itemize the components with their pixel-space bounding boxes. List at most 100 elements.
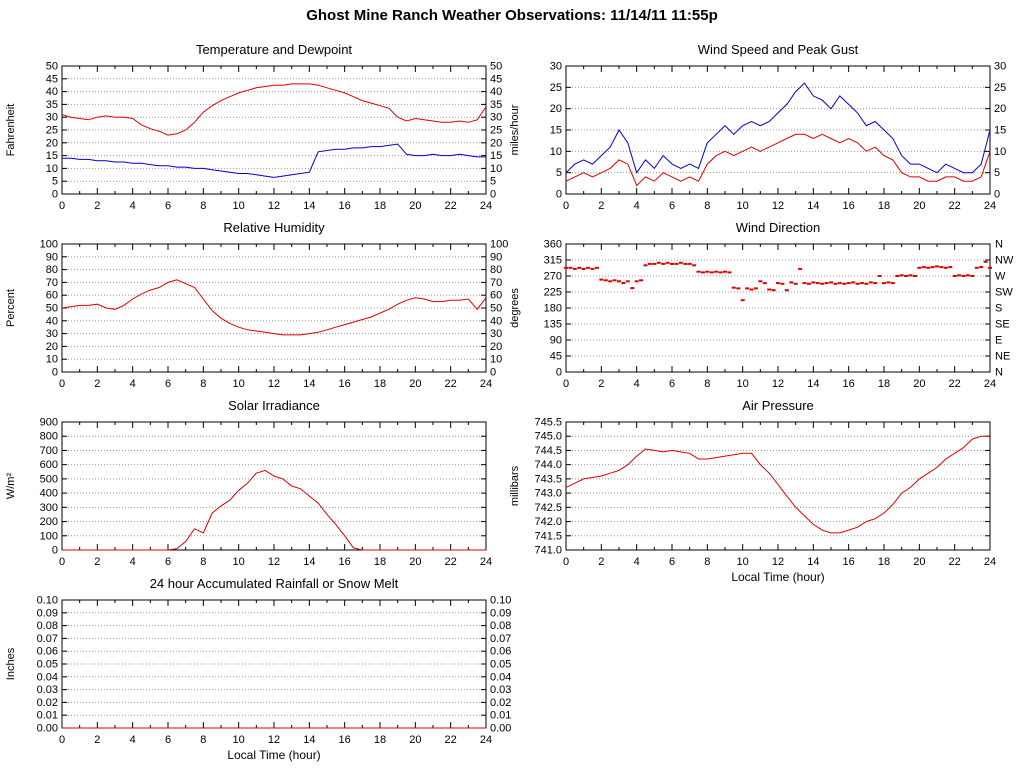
compass-label: S xyxy=(995,303,1002,315)
plot-border xyxy=(565,421,991,551)
y-tick-label: 745.0 xyxy=(534,431,562,443)
x-tick-label: 24 xyxy=(984,556,996,568)
x-tick-label: 0 xyxy=(563,378,569,390)
y-tick-label-right: 0.01 xyxy=(490,710,511,722)
y-tick-label-right: 50 xyxy=(490,303,502,315)
y-tick-label: 30 xyxy=(550,61,562,73)
y-tick-label: 741.0 xyxy=(534,545,562,557)
y-tick-label-right: 40 xyxy=(490,315,502,327)
x-tick-label: 4 xyxy=(130,734,136,746)
y-tick-label: 50 xyxy=(46,303,58,315)
chart-air-pressure: 741.0 741.5 742.0 742.5 743.0 743.5 744.0 744.5… xyxy=(509,398,996,584)
y-tick-label: 15 xyxy=(46,150,58,162)
x-tick-label: 12 xyxy=(772,378,784,390)
y-tick-label: 743.5 xyxy=(534,473,562,485)
y-tick-label-right: 0 xyxy=(490,367,496,379)
y-tick-label: 500 xyxy=(40,473,58,485)
x-tick-label: 20 xyxy=(409,200,421,212)
y-tick-label-right: 50 xyxy=(490,61,502,73)
x-tick-label: 12 xyxy=(268,200,280,212)
solar-irradiance-series xyxy=(62,469,486,551)
y-tick-label: 743.0 xyxy=(534,488,562,500)
y-tick-label: 315 xyxy=(544,255,562,267)
relative-humidity-series xyxy=(61,279,487,336)
y-tick-label: 80 xyxy=(46,264,58,276)
x-tick-label: 22 xyxy=(445,556,457,568)
y-tick-label: 50 xyxy=(46,61,58,73)
x-tick-label: 0 xyxy=(563,200,569,212)
y-tick-label: 30 xyxy=(46,112,58,124)
y-tick-label: 0 xyxy=(52,545,58,557)
x-tick-label: 18 xyxy=(878,200,890,212)
y-axis-label: miles/hour xyxy=(509,104,521,155)
y-tick-label: 90 xyxy=(550,335,562,347)
x-tick-label: 14 xyxy=(303,200,315,212)
chart-title: 24 hour Accumulated Rainfall or Snow Mel… xyxy=(150,576,399,591)
x-tick-label: 6 xyxy=(165,200,171,212)
chart-panel-wind-direction: 0 N 45 NE 90 E 135 SE 180 S 225 SW 270 W 315 NW 360 N 0 2 4 6… xyxy=(504,216,1024,416)
compass-label: SW xyxy=(995,287,1013,299)
x-tick-label: 16 xyxy=(843,200,855,212)
y-tick-label: 40 xyxy=(46,86,58,98)
x-tick-label: 18 xyxy=(878,556,890,568)
x-tick-label: 14 xyxy=(303,734,315,746)
y-tick-label-right: 5 xyxy=(994,167,1000,179)
temperature-series xyxy=(61,83,487,136)
y-tick-label: 0.02 xyxy=(37,697,58,709)
x-tick-label: 10 xyxy=(233,378,245,390)
x-tick-label: 6 xyxy=(165,556,171,568)
x-tick-label: 24 xyxy=(984,378,996,390)
y-tick-label: 0 xyxy=(556,189,562,201)
y-tick-label: 25 xyxy=(550,82,562,94)
y-tick-label: 0.01 xyxy=(37,710,58,722)
x-tick-label: 20 xyxy=(409,556,421,568)
y-tick-label: 600 xyxy=(40,459,58,471)
x-tick-label: 18 xyxy=(374,378,386,390)
y-tick-label-right: 5 xyxy=(490,176,496,188)
x-tick-label: 6 xyxy=(165,378,171,390)
y-axis-label: millibars xyxy=(509,465,521,506)
x-tick-label: 12 xyxy=(772,556,784,568)
x-tick-label: 16 xyxy=(339,556,351,568)
x-tick-label: 4 xyxy=(130,200,136,212)
peak-gust-series xyxy=(565,82,991,174)
y-tick-label: 10 xyxy=(550,146,562,158)
x-tick-label: 20 xyxy=(913,556,925,568)
y-tick-label: 10 xyxy=(46,163,58,175)
compass-label: SE xyxy=(995,319,1010,331)
y-tick-label: 90 xyxy=(46,251,58,263)
air-pressure-series xyxy=(565,435,990,534)
y-tick-label-right: 0.09 xyxy=(490,607,511,619)
x-axis-label: Local Time (hour) xyxy=(731,570,824,584)
y-tick-label: 25 xyxy=(46,125,58,137)
y-tick-label-right: 20 xyxy=(994,103,1006,115)
compass-label: E xyxy=(995,335,1002,347)
y-tick-label: 40 xyxy=(46,315,58,327)
x-tick-label: 2 xyxy=(598,378,604,390)
chart-panel-rainfall-snow-melt: 0.00 0.00 0.01 0.01 0.02 0.02 0.03 0.03 0.04 0.04… xyxy=(0,572,520,772)
y-tick-label: 300 xyxy=(40,502,58,514)
x-tick-label: 2 xyxy=(94,200,100,212)
y-tick-label-right: 15 xyxy=(994,125,1006,137)
x-tick-label: 12 xyxy=(268,556,280,568)
x-tick-label: 0 xyxy=(59,200,65,212)
dewpoint-series xyxy=(62,143,486,178)
x-tick-label: 20 xyxy=(913,378,925,390)
y-tick-label: 800 xyxy=(40,431,58,443)
x-tick-label: 4 xyxy=(130,378,136,390)
x-tick-label: 22 xyxy=(949,378,961,390)
x-tick-label: 18 xyxy=(374,734,386,746)
x-tick-label: 6 xyxy=(669,200,675,212)
y-tick-label-right: 35 xyxy=(490,99,502,111)
y-tick-label-right: 30 xyxy=(994,61,1006,73)
y-tick-label: 0.10 xyxy=(37,595,58,607)
y-tick-label: 200 xyxy=(40,516,58,528)
y-tick-label-right: 0.05 xyxy=(490,659,511,671)
x-tick-label: 14 xyxy=(807,378,819,390)
y-tick-label: 0 xyxy=(52,189,58,201)
y-tick-label: 400 xyxy=(40,488,58,500)
